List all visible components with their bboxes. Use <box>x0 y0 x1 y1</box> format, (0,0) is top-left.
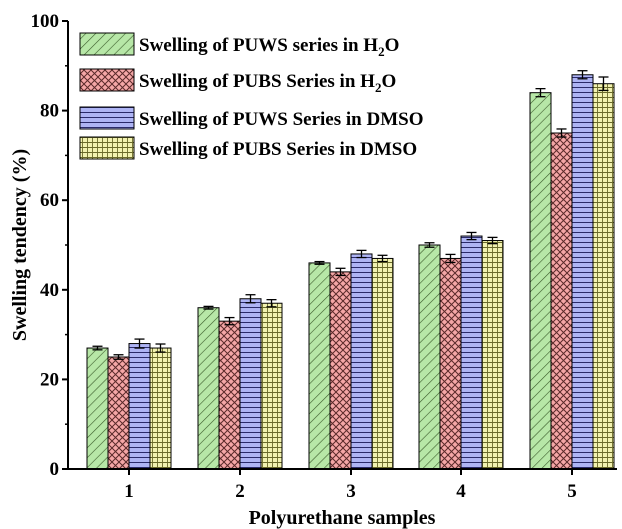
legend-swatch-4 <box>79 136 135 160</box>
error-bar-series-2-sample-4 <box>445 253 456 264</box>
bar-series-1-sample-3 <box>308 262 331 470</box>
y-tick-label-100: 100 <box>31 11 60 32</box>
y-tick-label-20: 20 <box>40 369 59 390</box>
bars-layer <box>86 74 615 470</box>
error-bar-series-3-sample-5 <box>577 70 588 80</box>
error-bar-series-1-sample-4 <box>424 242 435 248</box>
error-bars-layer <box>92 70 609 360</box>
x-axis-title: Polyurethane samples <box>249 507 436 529</box>
legend-label-1: Swelling of PUWS series in H2O <box>139 35 399 59</box>
legend-entry-1: Swelling of PUWS series in H2O <box>79 32 399 59</box>
bar-series-1-sample-5 <box>529 92 552 470</box>
x-tick-label-5: 5 <box>567 481 577 502</box>
y-tick-label-60: 60 <box>40 190 59 211</box>
error-bar-series-2-sample-1 <box>113 354 124 360</box>
x-ticks: 1 2 3 4 5 <box>124 469 577 502</box>
bar-series-4-sample-2 <box>260 302 283 470</box>
bar-series-4-sample-1 <box>149 347 172 470</box>
bar-series-3-sample-5 <box>571 74 594 470</box>
legend-label-2: Swelling of PUBS Series in H2O <box>139 71 396 95</box>
error-bar-series-3-sample-2 <box>245 294 256 304</box>
bar-series-2-sample-3 <box>329 271 352 470</box>
error-bar-series-4-sample-2 <box>266 299 277 308</box>
bar-series-4-sample-4 <box>481 240 504 470</box>
error-bar-series-4-sample-1 <box>155 343 166 353</box>
bar-series-3-sample-2 <box>239 298 262 470</box>
error-bar-series-4-sample-5 <box>598 76 609 92</box>
legend-entry-2: Swelling of PUBS Series in H2O <box>79 68 396 95</box>
bar-series-2-sample-4 <box>439 257 462 470</box>
legend-label-3: Swelling of PUWS Series in DMSO <box>139 109 423 130</box>
legend: Swelling of PUWS series in H2O Swelling o… <box>79 32 423 160</box>
bar-series-3-sample-3 <box>350 253 373 470</box>
bar-series-2-sample-1 <box>107 356 130 470</box>
error-bar-series-3-sample-3 <box>356 249 367 259</box>
y-tick-label-0: 0 <box>50 459 60 480</box>
x-tick-label-1: 1 <box>124 481 134 502</box>
bar-series-1-sample-2 <box>197 307 220 470</box>
error-bar-series-2-sample-5 <box>556 128 567 138</box>
error-bar-series-1-sample-2 <box>203 305 214 310</box>
error-bar-series-2-sample-3 <box>335 267 346 277</box>
legend-entry-3: Swelling of PUWS Series in DMSO <box>79 106 423 130</box>
y-ticks: 0 20 40 60 80 100 <box>31 11 68 480</box>
bar-series-2-sample-5 <box>550 132 573 470</box>
error-bar-series-4-sample-3 <box>377 254 388 263</box>
legend-entry-4: Swelling of PUBS Series in DMSO <box>79 136 417 160</box>
x-tick-label-3: 3 <box>346 481 356 502</box>
y-tick-label-40: 40 <box>40 280 59 301</box>
y-tick-label-80: 80 <box>40 101 59 122</box>
legend-label-4: Swelling of PUBS Series in DMSO <box>139 139 417 160</box>
legend-swatch-2 <box>79 68 135 92</box>
bar-series-1-sample-4 <box>418 244 441 470</box>
bar-series-1-sample-1 <box>86 347 109 470</box>
error-bar-series-2-sample-2 <box>224 316 235 326</box>
error-bar-series-1-sample-5 <box>535 87 546 98</box>
error-bar-series-3-sample-1 <box>134 338 145 349</box>
bar-series-3-sample-4 <box>460 235 483 470</box>
y-axis-title: Swelling tendency (%) <box>9 149 31 341</box>
bar-series-4-sample-3 <box>371 257 394 470</box>
error-bar-series-1-sample-3 <box>314 260 325 265</box>
legend-swatch-1 <box>79 32 135 56</box>
error-bar-series-3-sample-4 <box>466 231 477 241</box>
legend-swatch-3 <box>79 106 135 130</box>
bar-series-3-sample-1 <box>128 343 151 470</box>
x-tick-label-2: 2 <box>235 481 245 502</box>
bar-series-4-sample-5 <box>592 83 615 470</box>
bar-series-2-sample-2 <box>218 320 241 470</box>
error-bar-series-1-sample-1 <box>92 345 103 351</box>
error-bar-series-4-sample-4 <box>487 236 498 245</box>
x-tick-label-4: 4 <box>456 481 466 502</box>
